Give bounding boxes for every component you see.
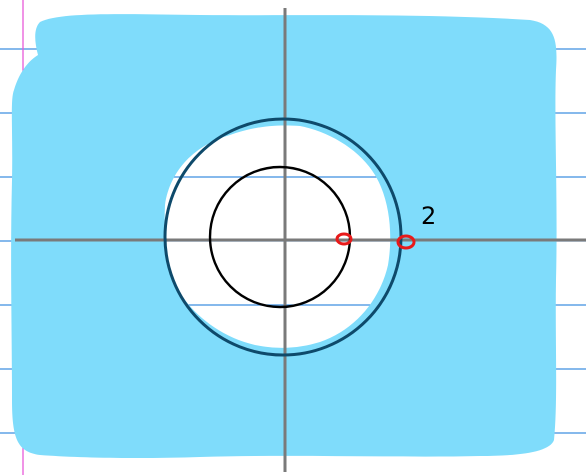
inner-circle: [208, 165, 352, 309]
outer-circle: [163, 117, 403, 357]
point-label: 2: [421, 202, 436, 230]
inner-point-marker: [335, 232, 353, 246]
outer-point-marker: [396, 234, 416, 250]
shaded-region: [11, 14, 557, 459]
